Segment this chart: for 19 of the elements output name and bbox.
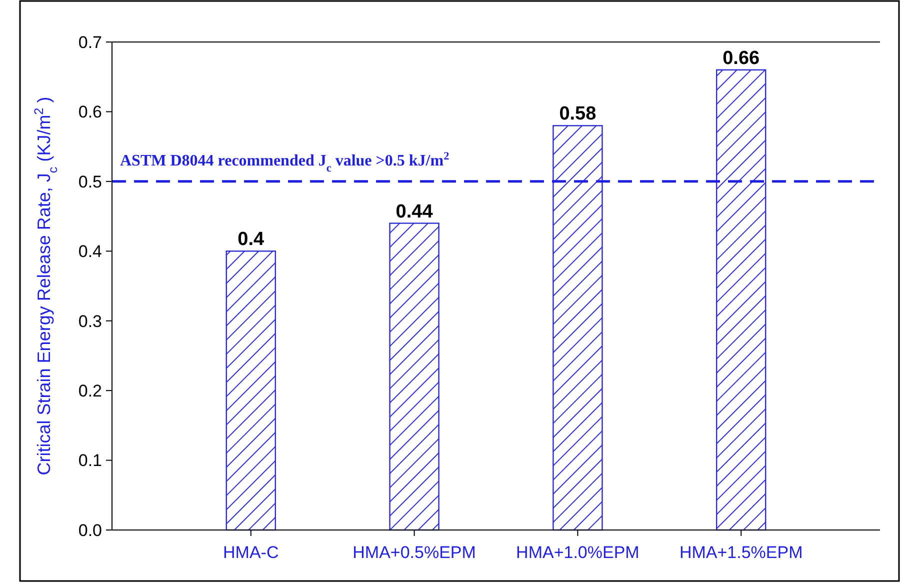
ref-line-label: ASTM D8044 recommended J$_{c}$ value >0.5 kJ/m$^{2}$ bbox=[120, 150, 450, 174]
y-tick-label: 0.4 bbox=[78, 242, 102, 262]
x-tick-label: HMA-C bbox=[223, 543, 279, 562]
y-tick-label: 0.6 bbox=[78, 102, 102, 122]
x-tick-label: HMA+1.5%EPM bbox=[679, 543, 803, 562]
data-label: 0.4 bbox=[238, 229, 265, 250]
y-tick-label: 0.1 bbox=[78, 451, 102, 470]
x-tick-label: HMA+1.0%EPM bbox=[516, 543, 640, 562]
data-label: 0.44 bbox=[396, 201, 434, 222]
y-tick-label: 0.5 bbox=[78, 172, 102, 192]
bar bbox=[389, 222, 440, 531]
x-tick-label: HMA+0.5%EPM bbox=[352, 543, 476, 562]
data-label: 0.66 bbox=[722, 48, 760, 69]
y-tick-label: 0.3 bbox=[78, 312, 102, 331]
y-tick-label: 0.2 bbox=[78, 382, 102, 401]
data-label: 0.58 bbox=[559, 104, 596, 125]
y-tick-label: 0.0 bbox=[78, 520, 102, 540]
y-tick-label: 0.7 bbox=[78, 32, 102, 52]
bar bbox=[226, 250, 276, 531]
